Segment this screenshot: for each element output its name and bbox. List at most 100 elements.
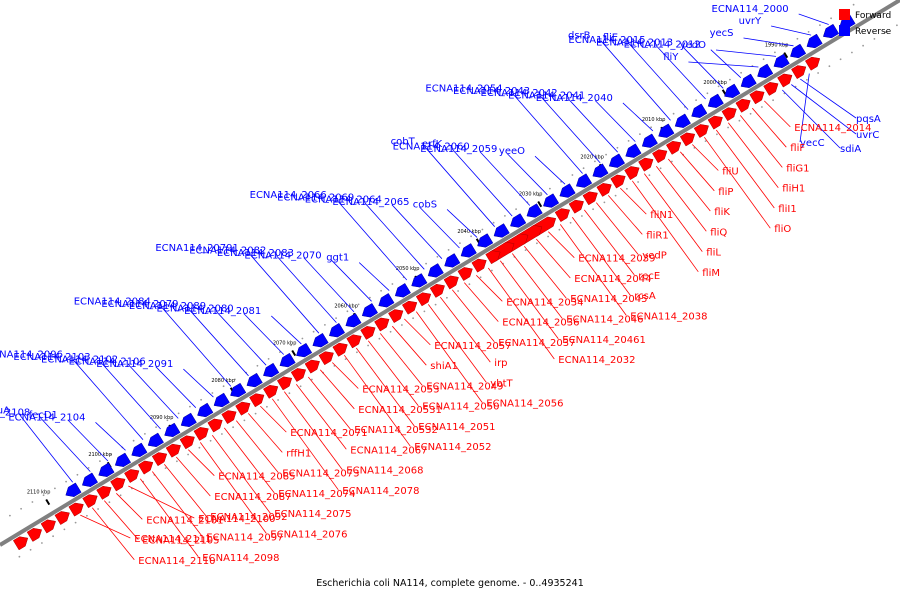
guide-dot [31,501,34,503]
label-leader [128,485,195,519]
legend-forward-swatch [839,9,850,20]
forward-gene-arrow [735,98,751,113]
reverse-gene-arrow [460,243,477,258]
forward-gene-arrow [401,300,418,315]
label-leader [743,37,794,47]
label-leader [679,151,715,192]
forward-gene-arrow [193,427,209,441]
guide-dot [155,426,158,428]
label-leader [424,146,496,227]
forward-gene-arrow [693,124,709,138]
guide-dot [110,453,112,456]
guide-dot [896,24,898,27]
label-leader [800,78,857,119]
guide-dot [164,467,167,469]
reverse-gene-arrow [164,422,181,438]
reverse-gene-arrow [691,103,708,118]
reverse-gene-label: uvrY [739,16,762,27]
reverse-gene-label: fecD1 [29,410,58,421]
kbp-tick-label: 2090 kbp [150,415,174,421]
label-leader [343,354,411,447]
guide-dot [243,419,246,422]
forward-gene-label: ECNA114_2085 [218,472,295,483]
reverse-gene-arrow [444,253,461,268]
guide-dot [357,303,360,306]
label-leader [798,13,829,25]
label-leader [391,325,427,366]
forward-gene-label: ECNA114_2075 [274,509,351,520]
kbp-tick-label: 2070 kbp [273,341,297,347]
gene-arrows [12,13,856,551]
guide-dot [650,126,652,129]
forward-gene-arrow [124,469,140,483]
label-leader [163,463,207,517]
label-leader [295,384,347,450]
label-leader [215,310,267,366]
reverse-gene-arrow [147,432,164,448]
forward-gene-label: ECNA114_2039 [578,254,655,265]
guide-dot [626,187,628,190]
reverse-gene-label: ECNA114_20791 [155,243,239,254]
reverse-gene-label: ECNA114_2012 [624,40,701,51]
guide-dot [425,262,427,265]
label-leader [223,427,275,494]
guide-dot [884,31,887,33]
guide-dot [468,283,471,286]
label-leader [715,129,775,209]
label-leader [476,275,503,302]
forward-gene-label: ECNA114_2100 [198,514,275,525]
forward-gene-arrow [665,140,682,155]
label-leader [332,362,359,389]
label-leader [583,209,635,276]
guide-dot [76,473,79,476]
label-leader [358,262,390,291]
forward-gene-label: ECNA114_2087 [214,492,291,503]
reverse-gene-label: ECNA114_2103 [13,352,90,363]
forward-gene-arrow [12,536,29,551]
label-leader [211,434,271,514]
guide-dot [189,405,191,408]
guide-dot [266,405,268,408]
guide-dot [481,228,484,231]
guide-dot [558,228,561,231]
label-leader [751,107,787,148]
forward-gene-label: ECNA114_2056 [486,399,563,410]
label-leader [283,391,343,470]
guide-dot [312,330,315,333]
label-leader [319,369,355,410]
label-leader [139,478,199,558]
forward-gene-arrow [290,368,307,382]
guide-dot [434,303,437,306]
forward-gene-label: rcsA [634,291,656,302]
guide-dot [492,221,495,224]
reverse-gene-arrow [230,382,247,398]
label-leader [499,260,559,340]
guide-dot [594,160,596,163]
label-leader [631,180,699,273]
reverse-gene-label: ECNA114_2040 [536,93,613,104]
reverse-gene-arrow [510,213,527,228]
label-leader [715,49,777,57]
label-leader [667,158,711,212]
label-leader [260,405,287,433]
reverse-gene-label: yecS [710,28,734,39]
label-leader [379,333,423,386]
label-leader [791,84,857,135]
reverse-gene-label: ECNA114_2080 [157,304,234,315]
label-leader [479,151,531,206]
forward-gene-arrow [318,351,334,366]
reverse-gene-arrow [263,362,280,378]
forward-gene-arrow [249,393,265,408]
label-leader [607,195,643,235]
label-leader [404,318,431,346]
reverse-gene-arrow [707,93,724,108]
forward-gene-arrow [26,528,43,542]
guide-dot [479,276,482,279]
forward-gene-label: fliU [722,167,738,178]
label-leader [391,204,443,259]
guide-dot [301,337,304,340]
guide-dot [862,44,864,47]
label-leader [364,202,425,270]
label-leader [271,398,339,491]
